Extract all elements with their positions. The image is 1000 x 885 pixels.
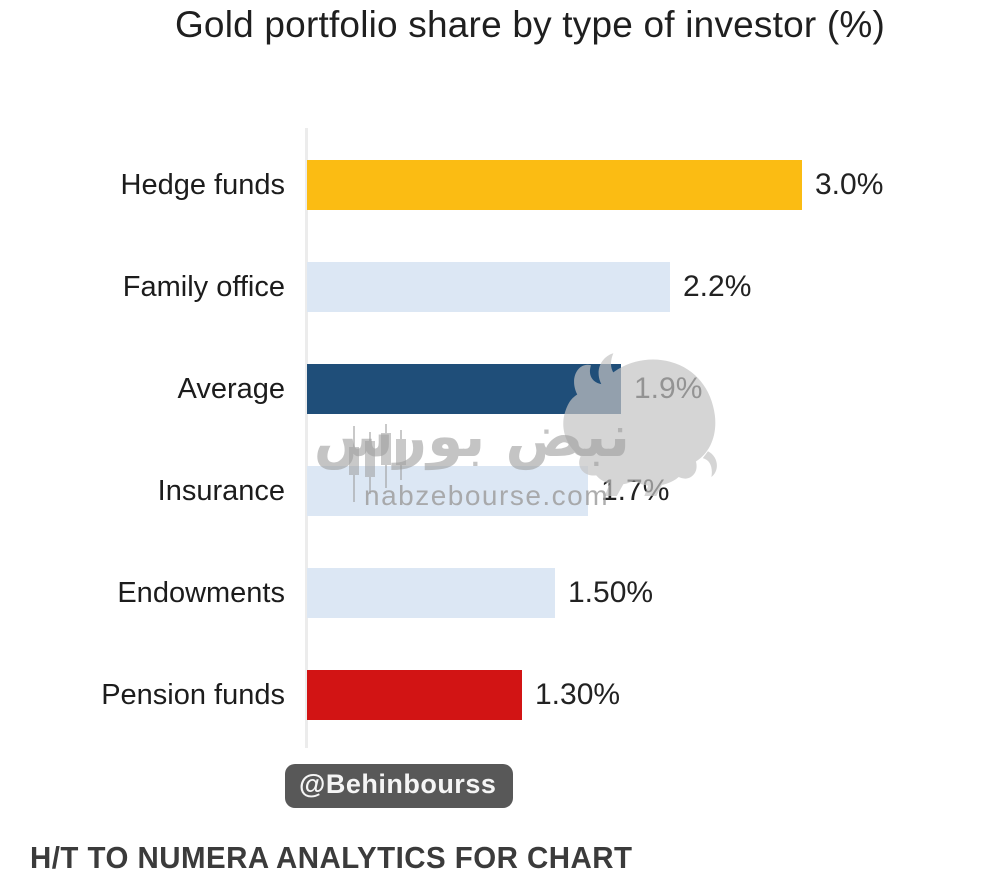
chart-row: Pension funds 1.30% bbox=[0, 670, 1000, 720]
credit-badge: @Behinbourss bbox=[285, 764, 514, 808]
category-label: Endowments bbox=[117, 576, 285, 609]
chart-title: Gold portfolio share by type of investor… bbox=[174, 4, 886, 45]
category-label: Family office bbox=[122, 270, 285, 303]
footer-note: H/T TO NUMERA ANALYTICS FOR CHART bbox=[30, 840, 633, 875]
value-label: 1.50% bbox=[568, 576, 654, 609]
bar bbox=[307, 160, 802, 210]
chart-row: Family office 2.2% bbox=[0, 262, 1000, 312]
y-axis-line bbox=[305, 128, 308, 748]
value-label: 1.30% bbox=[535, 678, 621, 711]
value-label: 1.9% bbox=[634, 372, 703, 405]
chart-row: Insurance 1.7% bbox=[0, 466, 1000, 516]
chart-row: Endowments 1.50% bbox=[0, 568, 1000, 618]
category-label: Average bbox=[177, 372, 286, 405]
plot-area: Hedge funds 3.0% Family office 2.2% Average 1… bbox=[0, 128, 1000, 748]
bar bbox=[307, 364, 621, 414]
value-label: 1.7% bbox=[601, 474, 670, 507]
category-label: Pension funds bbox=[101, 678, 285, 711]
category-label: Insurance bbox=[157, 474, 285, 507]
category-label: Hedge funds bbox=[120, 168, 285, 201]
chart-row: Hedge funds 3.0% bbox=[0, 160, 1000, 210]
bar bbox=[307, 466, 588, 516]
bar bbox=[307, 670, 522, 720]
value-label: 2.2% bbox=[683, 270, 752, 303]
bar bbox=[307, 568, 555, 618]
chart-row: Average 1.9% bbox=[0, 364, 1000, 414]
value-label: 3.0% bbox=[815, 168, 884, 201]
bar bbox=[307, 262, 670, 312]
